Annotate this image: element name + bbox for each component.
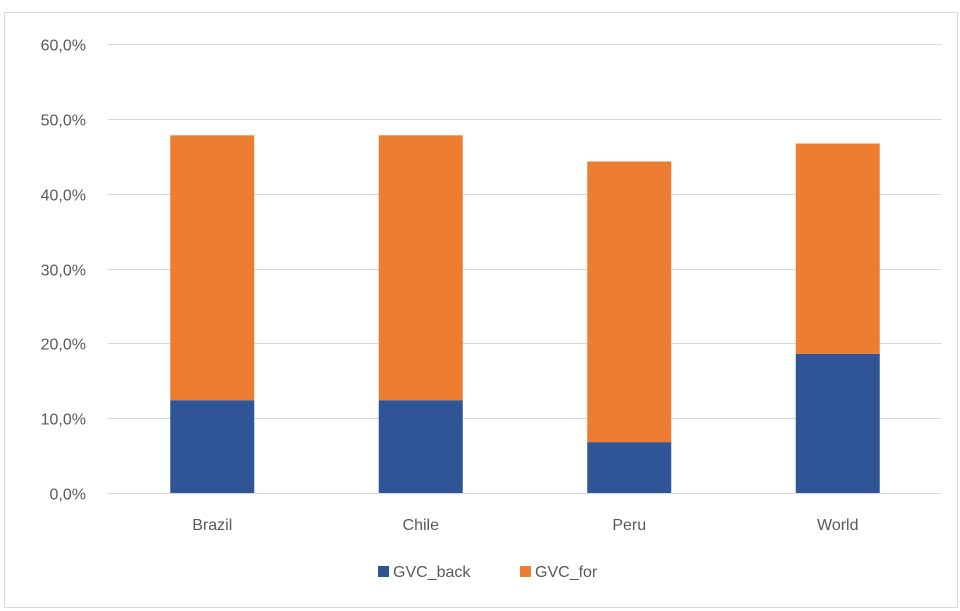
- y-tick-label: 60,0%: [41, 38, 86, 55]
- x-tick-label: Brazil: [192, 517, 232, 534]
- bar-gvc-back-chile: [378, 400, 463, 493]
- x-tick-label: Peru: [612, 517, 646, 534]
- y-tick-label: 10,0%: [41, 412, 86, 429]
- x-axis-tick-labels: Brazil Chile Peru World: [192, 517, 858, 534]
- legend: GVC_back GVC_for: [378, 564, 598, 581]
- y-tick-label: 50,0%: [41, 113, 86, 130]
- bar-gvc-for-world: [795, 143, 880, 354]
- y-tick-label: 0,0%: [50, 487, 86, 504]
- legend-swatch-gvc-for: [520, 566, 531, 577]
- y-axis-tick-labels: 0,0% 10,0% 20,0% 30,0% 40,0% 50,0% 60,0%: [41, 38, 86, 504]
- bar-gvc-for-peru: [587, 161, 672, 443]
- y-tick-label: 40,0%: [41, 188, 86, 205]
- legend-swatch-gvc-back: [378, 566, 389, 577]
- y-tick-label: 30,0%: [41, 263, 86, 280]
- y-tick-label: 20,0%: [41, 337, 86, 354]
- bar-gvc-back-world: [795, 353, 880, 493]
- bar-gvc-for-brazil: [170, 135, 255, 401]
- legend-label-gvc-for: GVC_for: [535, 564, 598, 581]
- x-tick-label: Chile: [403, 517, 440, 534]
- x-tick-label: World: [817, 517, 859, 534]
- bars: [170, 135, 880, 493]
- bar-gvc-back-peru: [587, 442, 672, 493]
- bar-gvc-for-chile: [378, 135, 463, 401]
- legend-label-gvc-back: GVC_back: [393, 564, 471, 581]
- bar-gvc-back-brazil: [170, 400, 255, 493]
